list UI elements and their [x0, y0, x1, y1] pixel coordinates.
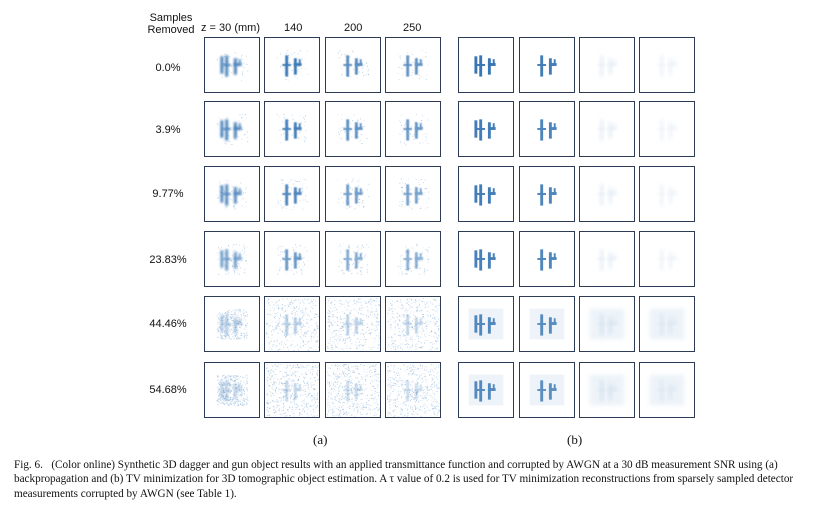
backprop-tile-r1-c0	[204, 101, 260, 157]
row-label-3: 23.83%	[149, 254, 187, 266]
backprop-tile-r1-c3	[385, 101, 441, 157]
tv-tile-r5-c0	[458, 362, 514, 418]
tv-tile-r2-c0	[458, 166, 514, 222]
backprop-tile-r3-c2	[325, 231, 381, 287]
row-label-2: 9.77%	[152, 188, 184, 200]
tv-tile-r4-c1	[519, 296, 575, 352]
tv-tile-r3-c3	[639, 231, 695, 287]
samples-removed-line2: Removed	[147, 24, 195, 36]
backprop-tile-r4-c0	[204, 296, 260, 352]
tv-tile-r0-c3	[639, 37, 695, 93]
backprop-tile-r3-c3	[385, 231, 441, 287]
tv-tile-r4-c3	[639, 296, 695, 352]
backprop-tile-r3-c0	[204, 231, 260, 287]
backprop-tile-r1-c2	[325, 101, 381, 157]
samples-removed-header: Samples Removed	[136, 12, 206, 36]
backprop-tile-r1-c1	[264, 101, 320, 157]
backprop-tile-r5-c2	[325, 362, 381, 418]
backprop-tile-r0-c3	[385, 37, 441, 93]
backprop-tile-r5-c1	[264, 362, 320, 418]
z-label-200: 200	[344, 22, 363, 34]
caption-label: Fig. 6.	[14, 459, 43, 471]
tv-tile-r5-c3	[639, 362, 695, 418]
z-label-140: 140	[284, 22, 303, 34]
backprop-tile-r4-c3	[385, 296, 441, 352]
figure-caption: Fig. 6. (Color online) Synthetic 3D dagg…	[14, 458, 814, 501]
tv-tile-r3-c1	[519, 231, 575, 287]
panel-label-a: (a)	[313, 432, 328, 447]
backprop-tile-r2-c2	[325, 166, 381, 222]
backprop-tile-r2-c3	[385, 166, 441, 222]
row-label-5: 54.68%	[149, 384, 187, 396]
backprop-tile-r0-c2	[325, 37, 381, 93]
tv-tile-r2-c2	[579, 166, 635, 222]
backprop-tile-r5-c0	[204, 362, 260, 418]
tv-tile-r3-c0	[458, 231, 514, 287]
tv-tile-r1-c2	[579, 101, 635, 157]
backprop-tile-r4-c1	[264, 296, 320, 352]
panel-label-b: (b)	[567, 432, 583, 447]
tv-tile-r0-c2	[579, 37, 635, 93]
tv-tile-r2-c1	[519, 166, 575, 222]
tv-tile-r1-c0	[458, 101, 514, 157]
z-label-250: 250	[403, 22, 422, 34]
samples-removed-line1: Samples	[149, 12, 193, 24]
backprop-tile-r5-c3	[385, 362, 441, 418]
tv-tile-r2-c3	[639, 166, 695, 222]
row-label-4: 44.46%	[149, 318, 187, 330]
tv-tile-r0-c1	[519, 37, 575, 93]
backprop-tile-r0-c1	[264, 37, 320, 93]
backprop-tile-r2-c0	[204, 166, 260, 222]
tv-tile-r1-c3	[639, 101, 695, 157]
backprop-tile-r3-c1	[264, 231, 320, 287]
tv-tile-r5-c2	[579, 362, 635, 418]
backprop-tile-r2-c1	[264, 166, 320, 222]
tv-tile-r4-c2	[579, 296, 635, 352]
caption-text: (Color online) Synthetic 3D dagger and g…	[14, 459, 794, 500]
row-label-1: 3.9%	[155, 124, 181, 136]
tv-tile-r3-c2	[579, 231, 635, 287]
backprop-tile-r0-c0	[204, 37, 260, 93]
z-label-30: z = 30 (mm)	[201, 22, 260, 34]
tv-tile-r5-c1	[519, 362, 575, 418]
row-label-0: 0.0%	[155, 62, 181, 74]
tv-tile-r0-c0	[458, 37, 514, 93]
tv-tile-r4-c0	[458, 296, 514, 352]
tv-tile-r1-c1	[519, 101, 575, 157]
backprop-tile-r4-c2	[325, 296, 381, 352]
